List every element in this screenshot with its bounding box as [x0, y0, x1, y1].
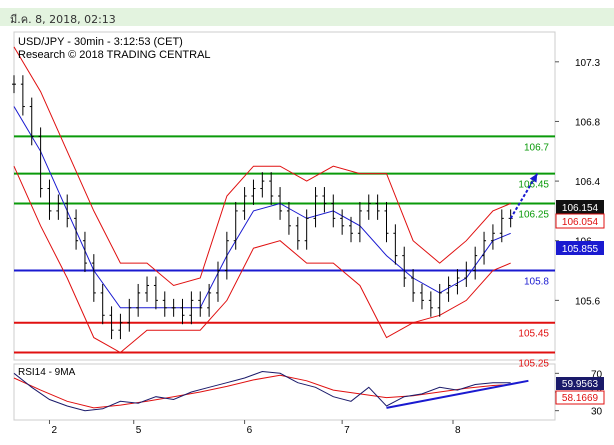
rsi-value-label: 59.9563 [562, 379, 599, 390]
time-x-axis: 2 5 6 7 8 [48, 420, 461, 436]
secondary-price-tag [555, 213, 605, 229]
x-tick-label: 2 [51, 425, 57, 436]
main-panel-frame [13, 31, 556, 361]
rsi-ma-line [13, 374, 511, 409]
level-label: 105.25 [518, 359, 549, 370]
rsi-trendline [386, 379, 529, 409]
bollinger-upper-line [13, 46, 511, 287]
x-tick-label: 5 [136, 425, 142, 436]
secondary-price-label: 106.054 [562, 217, 599, 228]
chart-title: USD/JPY - 30min - 3:12:53 (CET) [18, 36, 183, 48]
rsi-ma-tag [555, 390, 605, 405]
rsi-title: RSI14 - 9MA [18, 367, 76, 378]
x-tick-label: 6 [247, 425, 253, 436]
price-series [12, 75, 513, 340]
timestamp-bar: มี.ค. 8, 2018, 02:13 [0, 8, 614, 26]
support-resistance-levels: 106.7 106.45 106.25 105.8 105.45 105.25 [14, 135, 555, 370]
rsi-y-tick-label: 70 [591, 369, 603, 380]
y-tick-label: 107.3 [575, 58, 600, 69]
forecast-arrow-head [529, 173, 538, 183]
x-tick-label: 8 [455, 425, 461, 436]
level-label: 105.8 [524, 277, 549, 288]
y-tick-label: 105.6 [575, 296, 600, 307]
rsi-y-tick-label: 30 [591, 407, 603, 418]
level-label: 106.45 [518, 180, 549, 191]
current-price-label: 106.154 [562, 203, 599, 214]
level-label: 105.45 [518, 329, 549, 340]
y-tick-label: 106.8 [575, 117, 600, 128]
timestamp: มี.ค. 8, 2018, 02:13 [10, 13, 116, 26]
forecast-arrow [509, 173, 539, 219]
current-price-tag [556, 200, 604, 214]
moving-average-line [13, 106, 511, 309]
rsi-ma-label: 58.1669 [562, 393, 599, 404]
level-label: 106.7 [524, 142, 549, 153]
level-label: 106.25 [518, 209, 549, 220]
x-tick-label: 7 [344, 425, 350, 436]
forecast-arrow-shaft [509, 173, 539, 219]
rsi-value-tag [556, 377, 604, 390]
bollinger-lower-line [13, 165, 511, 354]
rsi-panel: 705030 [13, 369, 603, 418]
y-tick-label: 106.4 [575, 177, 600, 188]
blue-level-tag [556, 241, 604, 255]
chart-subtitle: Research © 2018 TRADING CENTRAL [18, 49, 211, 61]
rsi-line [13, 370, 511, 412]
bollinger-bands [13, 46, 511, 354]
blue-level-label: 105.855 [562, 244, 599, 255]
